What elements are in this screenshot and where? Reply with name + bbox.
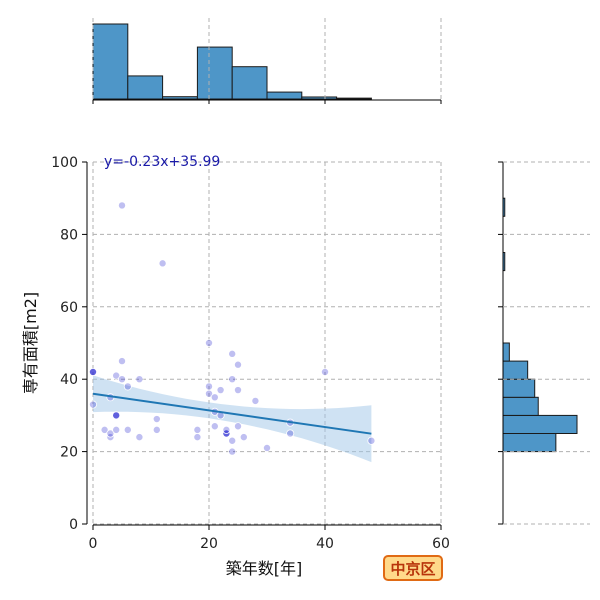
- x-hist-bar: [92, 23, 129, 100]
- data-point: [228, 436, 237, 445]
- y-hist-bar: [502, 378, 536, 398]
- data-point: [262, 443, 271, 452]
- data-point: [228, 349, 237, 358]
- y-hist-bar: [502, 414, 578, 434]
- data-point: [106, 429, 115, 438]
- data-point: [193, 425, 202, 434]
- x-marginal-histogram: [92, 18, 442, 104]
- x-hist-bar: [196, 46, 233, 100]
- data-point: [239, 433, 248, 442]
- x-hist-bar: [231, 66, 268, 100]
- regression-line-group: [92, 392, 372, 435]
- data-point: [118, 357, 127, 366]
- scatter-points: [89, 201, 376, 456]
- regression-line: [92, 392, 372, 435]
- x-axis-label: 築年数[年]: [226, 559, 303, 578]
- x-hist-bar: [266, 91, 303, 100]
- data-point: [112, 411, 121, 420]
- x-hist-bar: [127, 75, 164, 100]
- y-tick-label: 40: [60, 372, 78, 388]
- y-tick-label: 100: [51, 155, 78, 171]
- x-hist-bar: [301, 96, 338, 100]
- x-tick-label: 40: [316, 536, 334, 552]
- regression-equation: y=-0.23x+35.99: [104, 154, 220, 170]
- y-marginal-histogram: [498, 161, 590, 525]
- data-point: [233, 422, 242, 431]
- y-tick-label: 20: [60, 445, 78, 461]
- data-point: [210, 393, 219, 402]
- y-axis-label: 専有面積[m2]: [21, 292, 40, 394]
- x-tick-label: 60: [432, 536, 450, 552]
- y-tick-label: 80: [60, 227, 78, 243]
- data-point: [367, 436, 376, 445]
- data-point: [320, 367, 329, 376]
- confidence-band: [93, 375, 372, 463]
- data-point: [89, 367, 98, 376]
- data-point: [222, 425, 231, 434]
- data-point: [123, 425, 132, 434]
- y-hist-bar: [502, 360, 529, 380]
- data-point: [123, 382, 132, 391]
- data-point: [89, 400, 98, 409]
- data-point: [204, 389, 213, 398]
- data-point: [286, 429, 295, 438]
- data-point: [233, 360, 242, 369]
- data-point: [216, 386, 225, 395]
- data-point: [228, 375, 237, 384]
- data-point: [100, 425, 109, 434]
- data-point: [112, 371, 121, 380]
- data-point: [135, 433, 144, 442]
- x-hist-bar: [162, 96, 198, 100]
- data-point: [152, 425, 161, 434]
- x-tick-label: 20: [200, 536, 218, 552]
- data-point: [135, 375, 144, 384]
- data-point: [152, 415, 161, 424]
- y-hist-bar: [502, 433, 557, 453]
- district-badge: 中京区: [383, 555, 443, 581]
- y-tick-label: 0: [69, 517, 78, 533]
- y-tick-label: 60: [60, 300, 78, 316]
- x-hist-bar: [336, 97, 372, 100]
- data-point: [204, 338, 213, 347]
- data-point: [112, 425, 121, 434]
- data-point: [118, 375, 127, 384]
- data-point: [210, 422, 219, 431]
- data-point: [158, 259, 167, 268]
- data-point: [118, 201, 127, 210]
- grid: [92, 161, 442, 525]
- y-hist-bar: [502, 396, 539, 416]
- data-point: [251, 396, 260, 405]
- x-tick-label: 0: [89, 536, 98, 552]
- y-hist-bar: [502, 342, 510, 362]
- data-point: [204, 382, 213, 391]
- regression-confidence-band: [93, 375, 372, 463]
- data-point: [228, 447, 237, 456]
- data-point: [233, 386, 242, 395]
- data-point: [193, 433, 202, 442]
- axes: 0 20 40 60 0 20 40 60 80 100: [51, 155, 450, 552]
